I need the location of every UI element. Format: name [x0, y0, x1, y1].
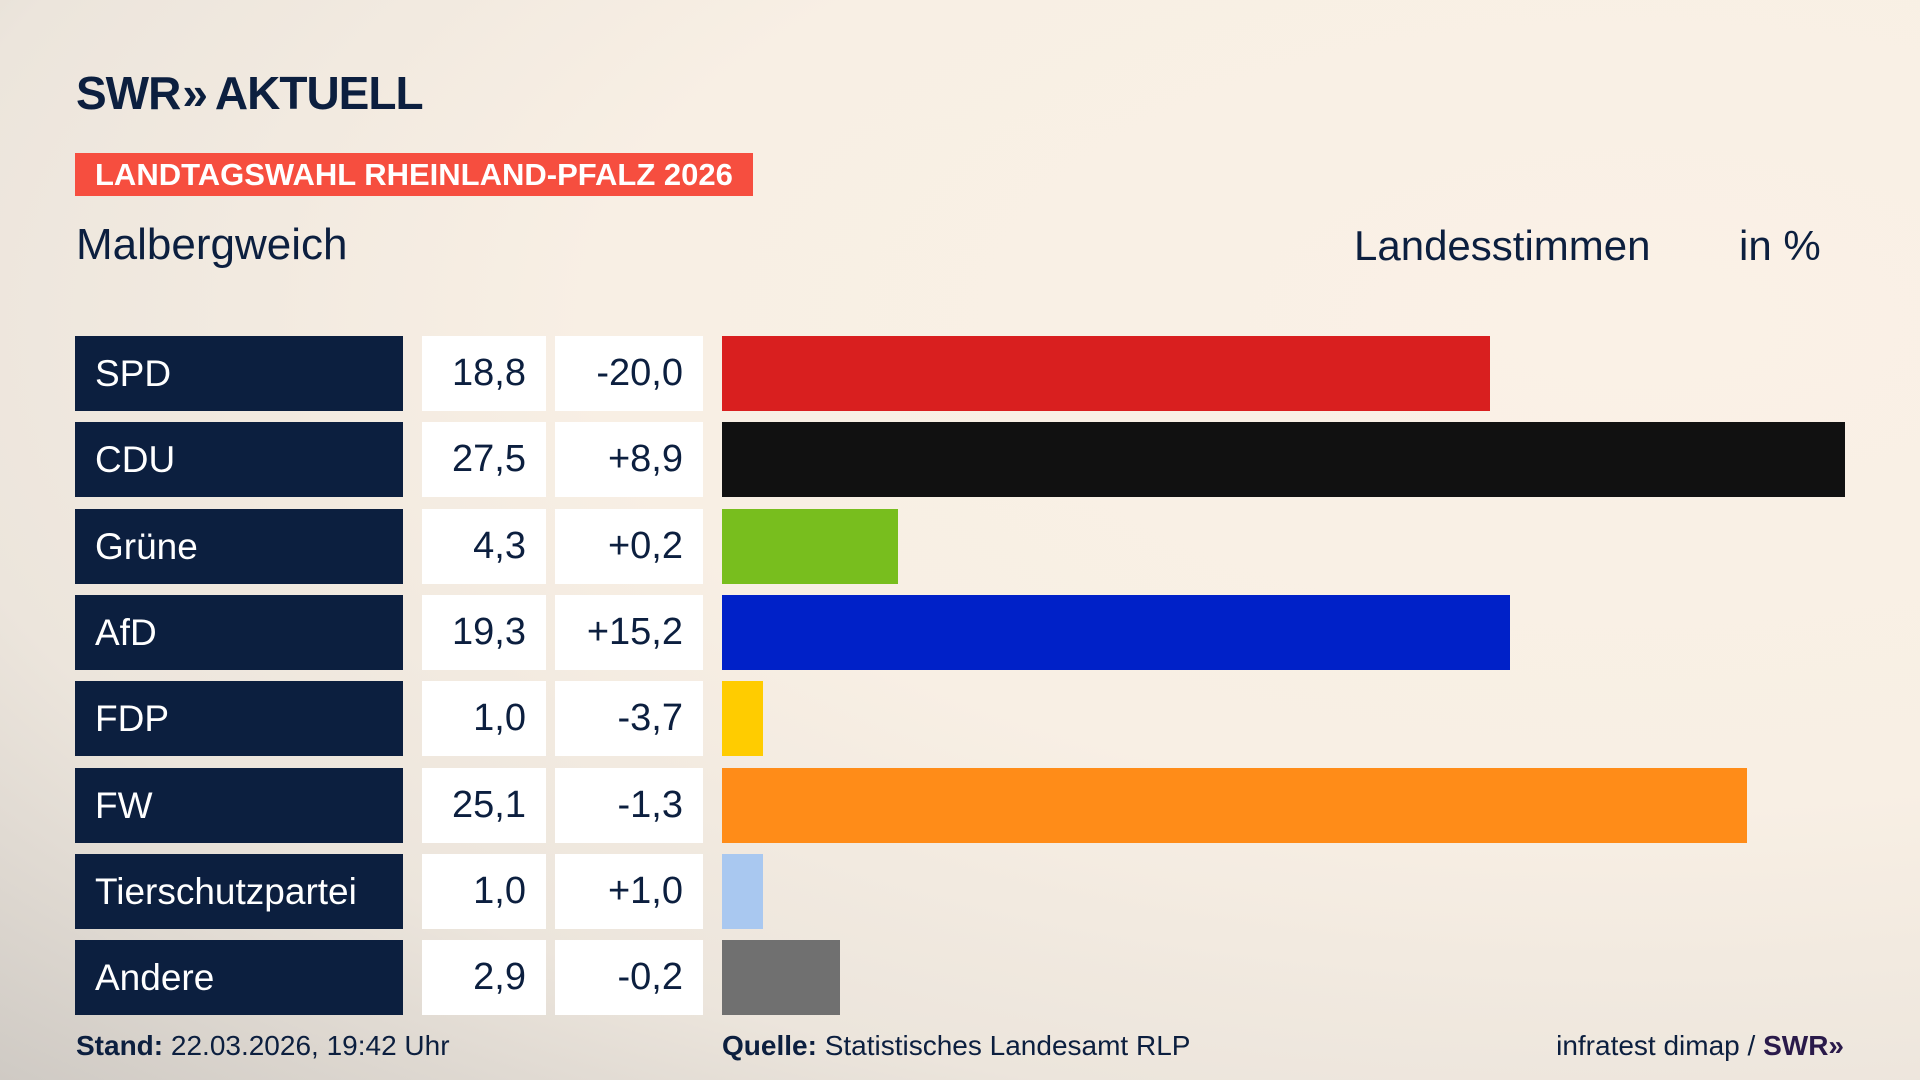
bar: [722, 940, 841, 1016]
vote-share: 4,3: [422, 508, 546, 584]
party-label: FW: [75, 767, 403, 843]
chart-title: Landesstimmen: [1354, 222, 1651, 269]
result-row: CDU 27,5 +8,9: [0, 422, 1920, 498]
vote-change: +1,0: [555, 853, 703, 929]
credit: infratest dimap / SWR»: [1556, 1030, 1844, 1062]
bar: [722, 767, 1747, 843]
vote-share: 1,0: [422, 681, 546, 757]
vote-change: -20,0: [555, 336, 703, 411]
party-label: CDU: [75, 422, 403, 498]
vote-change: +15,2: [555, 594, 703, 670]
vote-share: 18,8: [422, 336, 546, 411]
logo-suffix: AKTUELL: [214, 67, 424, 119]
party-label: FDP: [75, 681, 403, 757]
credit-text: infratest dimap /: [1556, 1030, 1756, 1061]
bar: [722, 336, 1490, 411]
result-row: FDP 1,0 -3,7: [0, 681, 1920, 757]
party-label: Andere: [75, 940, 403, 1016]
party-label: Grüne: [75, 508, 403, 584]
bar: [722, 508, 898, 584]
vote-change: +0,2: [555, 508, 703, 584]
region-title: Malbergweich: [76, 220, 348, 269]
bar: [722, 681, 763, 757]
result-row: AfD 19,3 +15,2: [0, 594, 1920, 670]
bar: [722, 422, 1845, 498]
bar: [722, 594, 1511, 670]
chart-unit: in %: [1739, 222, 1821, 269]
swr-logo-small: SWR: [1763, 1030, 1829, 1061]
vote-change: -3,7: [555, 681, 703, 757]
party-label: SPD: [75, 336, 403, 411]
election-banner: LANDTAGSWAHL RHEINLAND-PFALZ 2026: [75, 153, 753, 196]
stand-label: Stand:: [76, 1030, 164, 1061]
vote-change: +8,9: [555, 422, 703, 498]
source: Quelle: Statistisches Landesamt RLP: [722, 1030, 1190, 1062]
vote-share: 27,5: [422, 422, 546, 498]
result-row: Tierschutzpartei 1,0 +1,0: [0, 853, 1920, 929]
result-row: Andere 2,9 -0,2: [0, 940, 1920, 1016]
vote-change: -1,3: [555, 767, 703, 843]
vote-share: 25,1: [422, 767, 546, 843]
double-chevron-icon: »: [1828, 1030, 1844, 1061]
party-label: AfD: [75, 594, 403, 670]
bar: [722, 853, 763, 929]
vote-share: 2,9: [422, 940, 546, 1016]
logo-brand: SWR: [76, 67, 181, 119]
quelle-label: Quelle:: [722, 1030, 817, 1061]
result-row: SPD 18,8 -20,0: [0, 336, 1920, 411]
double-chevron-icon: »: [182, 67, 208, 119]
party-label: Tierschutzpartei: [75, 853, 403, 929]
result-row: FW 25,1 -1,3: [0, 767, 1920, 843]
result-row: Grüne 4,3 +0,2: [0, 508, 1920, 584]
timestamp: Stand: 22.03.2026, 19:42 Uhr: [76, 1030, 450, 1062]
quelle-value: Statistisches Landesamt RLP: [824, 1030, 1191, 1061]
vote-change: -0,2: [555, 940, 703, 1016]
swr-aktuell-logo: SWR» AKTUELL: [76, 67, 424, 119]
stand-value: 22.03.2026, 19:42 Uhr: [170, 1030, 450, 1061]
vote-share: 19,3: [422, 594, 546, 670]
vote-share: 1,0: [422, 853, 546, 929]
